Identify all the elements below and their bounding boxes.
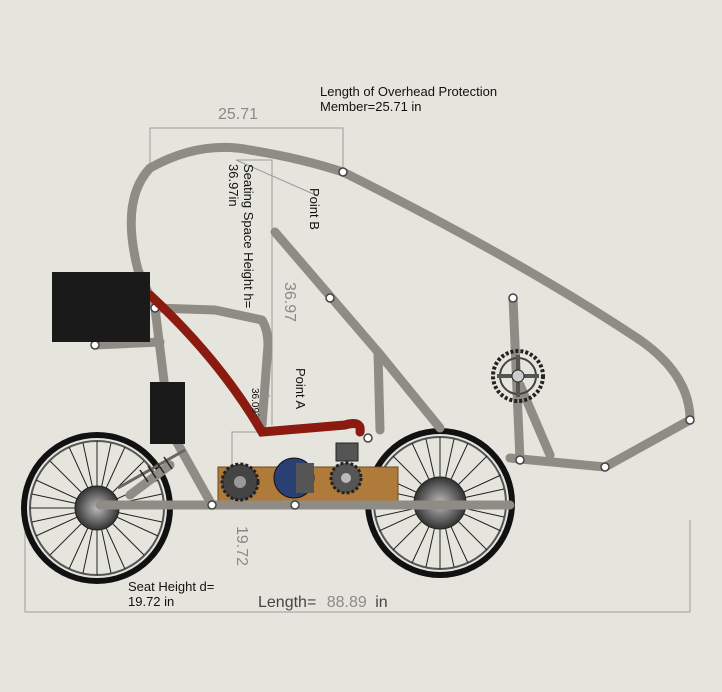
seat [145,290,365,437]
seating-annotation: Seating Space Height h= 36.97in [226,164,256,308]
length-annotation: Length= 88.89 in [258,594,388,612]
length-unit: in [375,594,388,611]
seat-height-dimension: 19.72 [233,526,250,567]
left-gear [220,462,260,502]
seating-dimension: 36.97 [281,282,298,323]
suspension-spring [117,448,186,490]
battery-box-lower [150,382,185,444]
right-gear [329,442,363,495]
seat-height-line1: Seat Height d= [128,579,215,594]
pedal-chainring [491,349,545,403]
seating-line2: 36.97in [226,164,241,207]
motor [273,457,315,499]
seating-line1: Seating Space Height h= [241,164,256,309]
dimension-lines [24,127,691,613]
overhead-line2: Member=25.71 in [320,99,422,114]
point-a-label: Point A [293,368,308,410]
length-value: 88.89 [326,594,367,611]
length-prefix: Length= [258,594,317,611]
overhead-annotation: Length of Overhead Protection Member=25.… [320,84,497,114]
seat-angle-label: 36.09° [249,388,260,418]
frame-tubes [90,142,695,510]
battery-box-rear [52,272,150,342]
seat-height-line2: 19.72 in [128,594,175,609]
point-b-label: Point B [307,188,322,230]
overhead-line1: Length of Overhead Protection [320,84,498,99]
frame-joints [90,167,695,510]
seat-height-annotation: Seat Height d= 19.72 in [128,579,214,609]
overhead-dimension: 25.71 [218,106,259,123]
